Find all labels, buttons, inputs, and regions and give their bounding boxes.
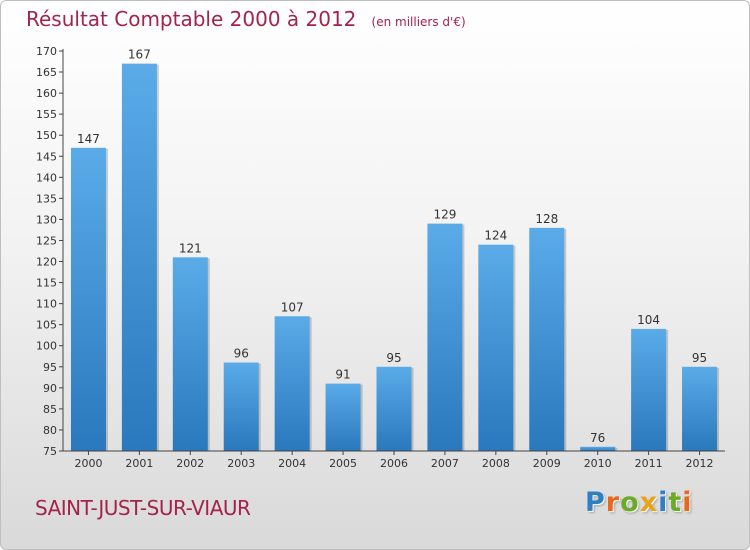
y-tick-label: 165 <box>36 66 57 79</box>
data-label-2008: 124 <box>484 229 507 243</box>
logo-letter: r <box>605 487 621 518</box>
x-tick-label-2005: 2005 <box>329 457 357 470</box>
x-tick-label-2001: 2001 <box>125 457 153 470</box>
data-label-2002: 121 <box>179 241 202 255</box>
x-tick-label-2002: 2002 <box>176 457 204 470</box>
bar-2003 <box>223 362 259 451</box>
bar-2011 <box>631 328 667 451</box>
data-label-2007: 129 <box>433 208 456 222</box>
y-tick-label: 110 <box>36 298 57 311</box>
x-tick-label-2004: 2004 <box>278 457 306 470</box>
y-tick-label: 130 <box>36 213 57 226</box>
y-tick-label: 160 <box>36 87 57 100</box>
chart-subtitle: (en milliers d'€) <box>371 15 466 29</box>
bar-2004 <box>274 316 310 451</box>
data-label-2010: 76 <box>590 431 605 445</box>
data-label-2011: 104 <box>637 313 660 327</box>
logo-letter: x <box>639 487 659 518</box>
bar-2002 <box>172 257 208 451</box>
chart-title: Résultat Comptable 2000 à 2012 <box>26 7 357 31</box>
x-tick-label-2003: 2003 <box>227 457 255 470</box>
bar-2001 <box>121 63 157 451</box>
y-tick-label: 75 <box>43 445 57 458</box>
x-tick-label-2008: 2008 <box>482 457 510 470</box>
x-tick-label-2012: 2012 <box>686 457 714 470</box>
x-axis: 2000 2001 2002 2003 2004 2005 2006 2007 2008 2009… <box>63 450 725 470</box>
y-tick-label: 170 <box>36 45 57 58</box>
bar-2008 <box>478 244 514 451</box>
data-label-2005: 91 <box>335 368 350 382</box>
y-tick-label: 135 <box>36 192 57 205</box>
bar-2007 <box>427 223 463 451</box>
data-label-2000: 147 <box>77 132 100 146</box>
logo-letter: P <box>585 487 606 518</box>
bar-2010 <box>580 446 616 451</box>
data-label-2009: 128 <box>535 212 558 226</box>
y-axis: 75 80 85 90 95 100 105 110 115 120 125 130 135 140 145… <box>36 45 64 458</box>
y-tick-label: 120 <box>36 256 57 269</box>
x-tick-label-2007: 2007 <box>431 457 459 470</box>
data-label-2006: 95 <box>386 351 401 365</box>
bar-2006 <box>376 366 412 451</box>
data-label-2001: 167 <box>128 48 151 62</box>
y-tick-label: 90 <box>43 382 57 395</box>
proxiti-logo[interactable]: Proxiti <box>585 487 693 518</box>
y-tick-label: 115 <box>36 277 57 290</box>
logo-letter: t <box>668 487 683 518</box>
y-tick-label: 85 <box>43 403 57 416</box>
logo-letter: i <box>682 487 693 518</box>
y-tick-label: 140 <box>36 171 57 184</box>
x-tick-label-2010: 2010 <box>584 457 612 470</box>
x-tick-label-2000: 2000 <box>74 457 102 470</box>
y-tick-label: 145 <box>36 150 57 163</box>
y-tick-label: 150 <box>36 129 57 142</box>
x-tick-label-2011: 2011 <box>635 457 663 470</box>
commune-name: SAINT-JUST-SUR-VIAUR <box>35 496 251 520</box>
logo-letter: i <box>658 487 669 518</box>
y-tick-label: 80 <box>43 424 57 437</box>
bars: 147 167 121 96 107 91 95 129 124 128 76 104 95 <box>70 48 720 451</box>
title-row: Résultat Comptable 2000 à 2012 (en milli… <box>26 7 466 31</box>
data-label-2004: 107 <box>281 300 304 314</box>
logo-letter: o <box>620 487 640 518</box>
bar-2005 <box>325 383 361 451</box>
bar-2000 <box>70 147 106 451</box>
y-tick-label: 95 <box>43 361 57 374</box>
y-tick-label: 105 <box>36 319 57 332</box>
bar-2009 <box>529 227 565 451</box>
bar-2012 <box>682 366 718 451</box>
y-tick-label: 100 <box>36 340 57 353</box>
y-tick-label: 155 <box>36 108 57 121</box>
data-label-2003: 96 <box>234 347 249 361</box>
data-label-2012: 95 <box>692 351 707 365</box>
x-tick-label-2006: 2006 <box>380 457 408 470</box>
y-tick-label: 125 <box>36 234 57 247</box>
x-tick-label-2009: 2009 <box>533 457 561 470</box>
